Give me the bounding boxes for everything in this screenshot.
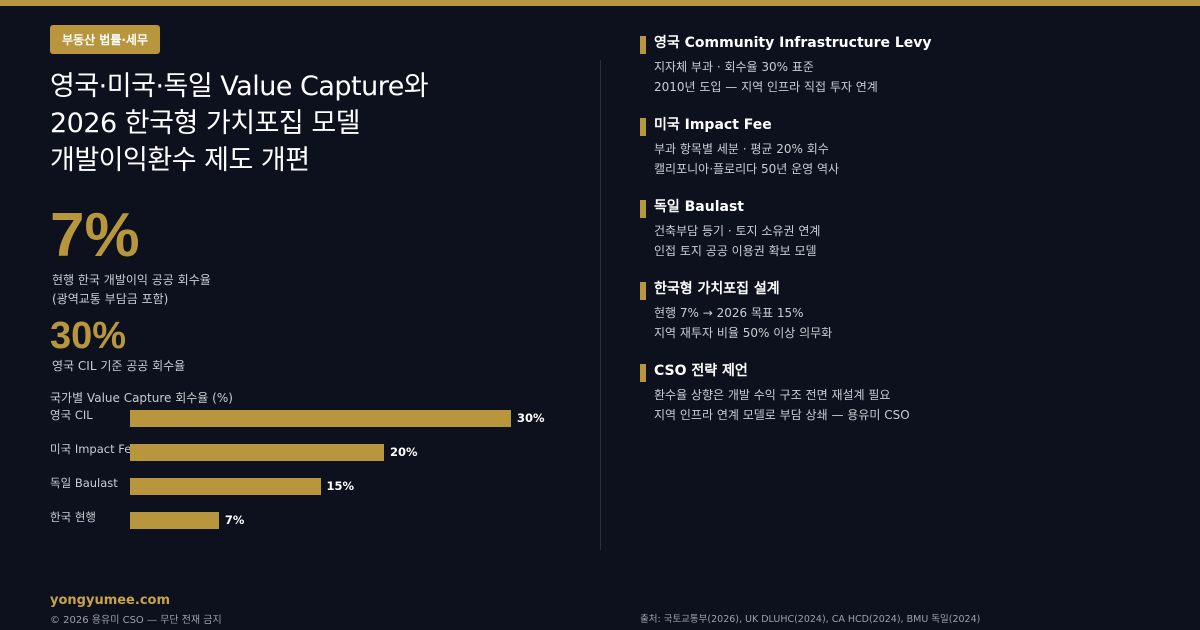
bar <box>130 478 321 495</box>
stat-korea-desc: 현행 한국 개발이익 공공 회수율 (광역교통 부담금 포함) <box>52 271 211 309</box>
title-line: 개발이익환수 제도 개편 <box>50 145 310 176</box>
bar <box>130 444 384 461</box>
section-line: 환수율 상향은 개발 수익 구조 전면 재설계 필요 <box>654 388 891 402</box>
section-marker <box>640 118 646 136</box>
section-heading: 미국 Impact Fee <box>654 117 772 133</box>
stat-uk-value: 30% <box>50 315 127 357</box>
section-marker <box>640 364 646 382</box>
title-line: 2026 한국형 가치포집 모델 <box>50 108 361 139</box>
category-badge: 부동산 법률·세무 <box>50 25 161 54</box>
section-marker <box>640 282 646 300</box>
section-heading: 한국형 가치포집 설계 <box>654 281 780 297</box>
bar-value-label: 30% <box>517 411 545 425</box>
section-line: 지자체 부과 · 회수율 30% 표준 <box>654 60 814 74</box>
section-line: 캘리포니아·플로리다 50년 운영 역사 <box>654 162 840 176</box>
stat-korea-value: 7% <box>50 201 140 270</box>
bar-value-label: 15% <box>326 479 355 493</box>
top-accent-bar <box>0 0 1200 6</box>
section-line: 부과 항목별 세분 · 평균 20% 회수 <box>654 142 829 156</box>
source-note: 출처: 국토교통부(2026), UK DLUHC(2024), CA HCD(… <box>640 614 981 625</box>
section-heading: 영국 Community Infrastructure Levy <box>654 35 932 51</box>
bar-value-label: 7% <box>224 513 245 527</box>
stat-uk-desc: 영국 CIL 기준 공공 회수율 <box>52 359 186 373</box>
title-line: 영국·미국·독일 Value Capture와 <box>50 71 429 102</box>
bar-label: 한국 현행 <box>50 510 96 524</box>
bar-label: 미국 Impact Fee <box>50 442 139 456</box>
bar <box>130 512 219 529</box>
copyright: © 2026 용유미 CSO — 무단 전재 금지 <box>50 615 222 626</box>
section-line: 건축부담 등기 · 토지 소유권 연계 <box>654 224 821 238</box>
site-link[interactable]: yongyumee.com <box>50 593 170 608</box>
section-line: 지역 인프라 연계 모델로 부담 상쇄 — 용유미 CSO <box>654 408 910 422</box>
section-heading: CSO 전략 제언 <box>654 363 748 379</box>
chart-title: 국가별 Value Capture 회수율 (%) <box>50 391 233 405</box>
section-heading: 독일 Baulast <box>654 199 744 215</box>
bar-label: 영국 CIL <box>50 408 93 422</box>
stat-desc-line: 현행 한국 개발이익 공공 회수율 <box>52 273 211 287</box>
bar <box>130 410 511 427</box>
section-line: 지역 재투자 비율 50% 이상 의무화 <box>654 326 833 340</box>
section-marker <box>640 200 646 218</box>
bar-value-label: 20% <box>390 445 418 459</box>
section-line: 현행 7% → 2026 목표 15% <box>654 306 804 320</box>
section-line: 2010년 도입 — 지역 인프라 직접 투자 연계 <box>654 80 878 94</box>
section-marker <box>640 36 646 54</box>
section-line: 인접 토지 공공 이용권 확보 모델 <box>654 244 817 258</box>
column-divider <box>600 60 601 550</box>
page-title: 영국·미국·독일 Value Capture와 2026 한국형 가치포집 모델… <box>50 68 429 179</box>
stat-desc-line: (광역교통 부담금 포함) <box>52 292 169 306</box>
bar-label: 독일 Baulast <box>50 476 118 490</box>
